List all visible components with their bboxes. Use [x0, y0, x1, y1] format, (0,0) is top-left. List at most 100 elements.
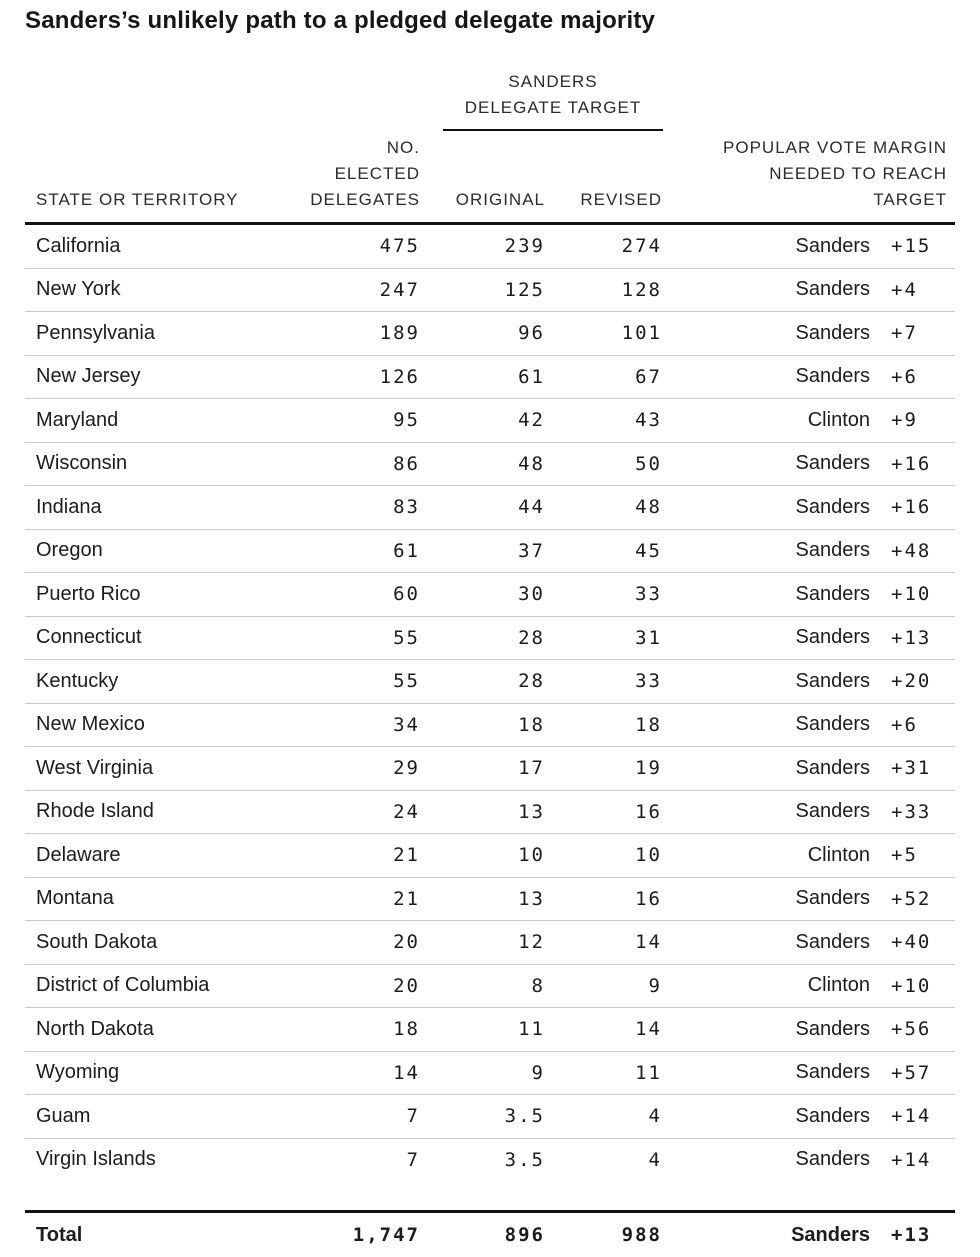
original-cell: 8 — [531, 974, 545, 997]
revised-cell: 43 — [635, 409, 662, 432]
col-header-state: STATE OR TERRITORY — [25, 187, 295, 213]
revised-cell: 101 — [621, 322, 662, 345]
value-cell: +6 — [891, 713, 918, 736]
state-cell: California — [36, 234, 121, 257]
revised-cell: 48 — [635, 496, 662, 519]
original-cell: 18 — [518, 713, 545, 736]
original-cell: 44 — [518, 496, 545, 519]
revised-cell: 33 — [635, 670, 662, 693]
table-row: Indiana 83 44 48 Sanders +16 — [25, 485, 955, 529]
table-row: North Dakota 18 11 14 Sanders +56 — [25, 1007, 955, 1051]
state-cell: Guam — [36, 1104, 91, 1127]
total-revised-cell: 988 — [621, 1224, 662, 1246]
leader-cell: Sanders — [795, 365, 871, 388]
table-row: Maryland 95 42 43 Clinton +9 — [25, 398, 955, 442]
group-header-line2: DELEGATE TARGET — [464, 98, 642, 117]
table-row: Montana 21 13 16 Sanders +52 — [25, 876, 955, 921]
leader-cell: Sanders — [795, 800, 871, 823]
page-title: Sanders’s unlikely path to a pledged del… — [25, 7, 656, 34]
total-original-cell: 896 — [504, 1224, 545, 1246]
revised-cell: 45 — [635, 539, 662, 562]
value-cell: +6 — [891, 365, 918, 388]
value-cell: +52 — [891, 887, 932, 910]
value-cell: +10 — [891, 583, 932, 606]
table-row: Oregon 61 37 45 Sanders +48 — [25, 528, 955, 573]
leader-cell: Sanders — [795, 626, 871, 649]
col-header-original: ORIGINAL — [420, 187, 545, 213]
leader-cell: Sanders — [795, 582, 871, 605]
revised-cell: 16 — [635, 887, 662, 910]
col-header-margin-line3: TARGET — [873, 190, 947, 209]
original-cell: 3.5 — [504, 1148, 545, 1171]
elected-cell: 126 — [379, 365, 420, 388]
value-cell: +14 — [891, 1148, 932, 1171]
table-row: West Virginia 29 17 19 Sanders +31 — [25, 746, 955, 790]
table-row: District of Columbia 20 8 9 Clinton +10 — [25, 963, 955, 1008]
leader-cell: Sanders — [795, 1148, 871, 1171]
leader-cell: Clinton — [807, 408, 870, 431]
leader-cell: Sanders — [795, 669, 871, 692]
elected-cell: 83 — [393, 496, 420, 519]
elected-cell: 20 — [393, 931, 420, 954]
original-cell: 28 — [518, 670, 545, 693]
state-cell: Delaware — [36, 843, 121, 866]
leader-cell: Sanders — [795, 930, 871, 953]
col-header-margin-line1: POPULAR VOTE MARGIN — [723, 138, 947, 157]
elected-cell: 7 — [406, 1105, 420, 1128]
original-cell: 61 — [518, 365, 545, 388]
table-row: Pennsylvania 189 96 101 Sanders +7 — [25, 311, 955, 355]
group-underline — [443, 129, 663, 131]
total-elected-cell: 1,747 — [352, 1224, 420, 1246]
revised-cell: 11 — [635, 1061, 662, 1084]
elected-cell: 55 — [393, 670, 420, 693]
original-cell: 125 — [504, 278, 545, 301]
elected-cell: 14 — [393, 1061, 420, 1084]
original-cell: 239 — [504, 235, 545, 258]
col-header-elected-delegates: NO. ELECTED DELEGATES — [295, 135, 420, 213]
value-cell: +16 — [891, 496, 932, 519]
original-cell: 13 — [518, 800, 545, 823]
state-cell: Wisconsin — [36, 452, 128, 475]
state-cell: Indiana — [36, 495, 102, 518]
total-leader-cell: Sanders — [791, 1223, 870, 1246]
revised-cell: 4 — [648, 1105, 662, 1128]
value-cell: +15 — [891, 235, 932, 258]
leader-cell: Clinton — [807, 843, 870, 866]
revised-cell: 16 — [635, 800, 662, 823]
table-row: Virgin Islands 7 3.5 4 Sanders +14 — [25, 1137, 955, 1182]
value-cell: +10 — [891, 974, 932, 997]
elected-cell: 95 — [393, 409, 420, 432]
state-cell: Kentucky — [36, 669, 119, 692]
leader-cell: Sanders — [795, 887, 871, 910]
original-cell: 37 — [518, 539, 545, 562]
leader-cell: Sanders — [795, 452, 871, 475]
total-row: Total 1,747 896 988 Sanders +13 — [25, 1213, 955, 1257]
state-cell: New York — [36, 278, 121, 301]
total-value-cell: +13 — [891, 1224, 932, 1246]
revised-cell: 10 — [635, 844, 662, 867]
table-row: Wisconsin 86 48 50 Sanders +16 — [25, 441, 955, 486]
leader-cell: Sanders — [795, 756, 871, 779]
value-cell: +56 — [891, 1018, 932, 1041]
table-row: Connecticut 55 28 31 Sanders +13 — [25, 615, 955, 660]
revised-cell: 4 — [648, 1148, 662, 1171]
original-cell: 13 — [518, 887, 545, 910]
state-cell: Maryland — [36, 408, 119, 431]
revised-cell: 67 — [635, 365, 662, 388]
original-cell: 48 — [518, 452, 545, 475]
elected-cell: 86 — [393, 452, 420, 475]
elected-cell: 7 — [406, 1148, 420, 1171]
elected-cell: 21 — [393, 844, 420, 867]
elected-cell: 24 — [393, 800, 420, 823]
state-cell: Wyoming — [36, 1061, 120, 1084]
value-cell: +33 — [891, 800, 932, 823]
value-cell: +14 — [891, 1105, 932, 1128]
state-cell: New Mexico — [36, 713, 145, 736]
table-row: Kentucky 55 28 33 Sanders +20 — [25, 659, 955, 703]
elected-cell: 60 — [393, 583, 420, 606]
col-header-revised-label: REVISED — [580, 190, 662, 209]
original-cell: 10 — [518, 844, 545, 867]
elected-cell: 21 — [393, 887, 420, 910]
value-cell: +4 — [891, 278, 918, 301]
original-cell: 96 — [518, 322, 545, 345]
